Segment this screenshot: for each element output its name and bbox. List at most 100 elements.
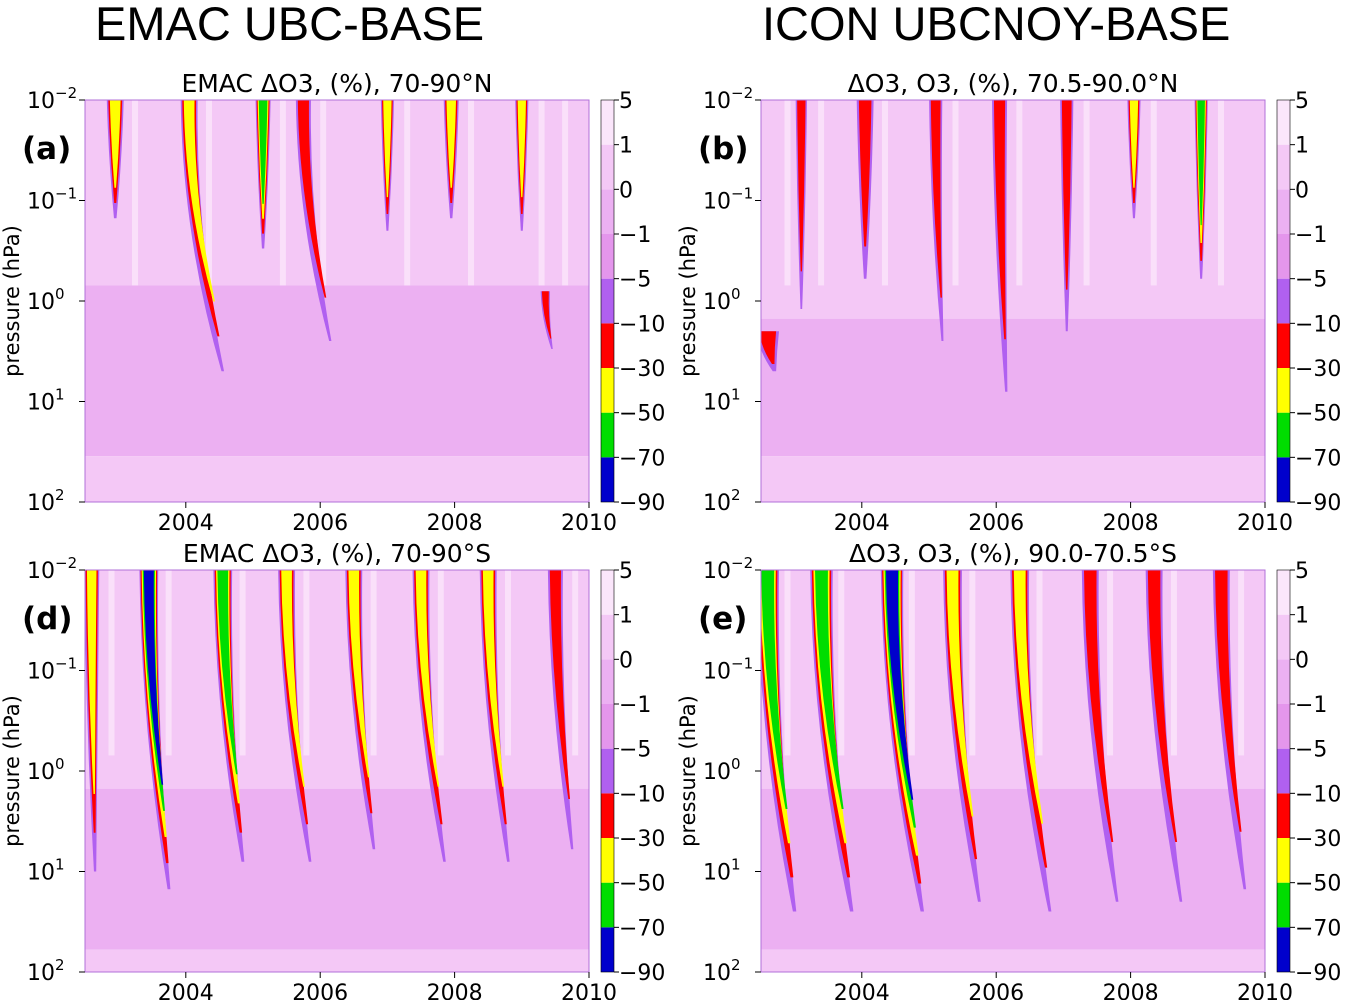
colorbar-label: −1 — [619, 223, 651, 248]
colorbar-swatch — [1277, 704, 1290, 749]
contour-streak — [132, 100, 139, 286]
contour-event — [946, 570, 974, 817]
colorbar-swatch — [601, 189, 614, 234]
chart-title: EMAC ΔO3, (%), 70-90°N — [181, 69, 492, 98]
contour-event — [1129, 100, 1139, 188]
contour-event — [549, 570, 571, 799]
contour-streak — [1150, 100, 1157, 286]
contour-band — [761, 318, 1265, 457]
x-tick-label: 2008 — [1103, 511, 1159, 536]
contour-event — [1013, 570, 1044, 824]
colorbar-label: −70 — [619, 916, 665, 941]
y-tick-label: 101 — [27, 856, 65, 886]
colorbar-label: −5 — [1295, 738, 1327, 763]
chart-svg: EMAC ΔO3, (%), 70-90°S(d)pressure (hPa)1… — [0, 539, 665, 1000]
chart-title: EMAC ΔO3, (%), 70-90°S — [183, 539, 491, 568]
colorbar-label: −5 — [619, 268, 651, 293]
colorbar-label: −70 — [1295, 916, 1341, 941]
contour-field — [85, 100, 589, 502]
contour-streak — [239, 570, 246, 756]
colorbar-swatch — [601, 927, 614, 972]
colorbar-label: −1 — [1295, 693, 1327, 718]
x-tick-label: 2010 — [561, 981, 617, 1000]
contour-streak — [1016, 100, 1023, 286]
y-tick-label: 10−2 — [27, 84, 77, 114]
colorbar-label: −10 — [1295, 312, 1341, 337]
contour-band — [761, 456, 1265, 502]
colorbar-swatch — [1277, 100, 1290, 145]
x-tick-label: 2004 — [158, 981, 214, 1000]
panel-label: (a) — [22, 131, 71, 167]
contour-streak — [838, 570, 845, 756]
colorbar-label: −10 — [619, 312, 665, 337]
colorbar-swatch — [1277, 614, 1290, 660]
contour-streak — [784, 570, 791, 756]
contour-event — [886, 570, 914, 800]
colorbar-swatch — [601, 144, 614, 190]
colorbar-label: −90 — [1295, 961, 1341, 986]
y-tick-label: 10−2 — [703, 84, 753, 114]
colorbar-swatch — [601, 234, 614, 279]
contour-event — [930, 100, 942, 298]
colorbar-swatch — [1277, 278, 1290, 324]
contour-streak — [437, 570, 444, 756]
y-tick-label: 102 — [27, 956, 65, 986]
colorbar-swatch — [1277, 412, 1290, 458]
contour-event — [258, 100, 268, 204]
contour-event — [1197, 100, 1205, 226]
contour-event — [993, 100, 1006, 340]
colorbar-label: 1 — [1295, 604, 1309, 629]
contour-event — [1215, 570, 1242, 832]
colorbar-swatch — [601, 570, 614, 615]
colorbar-swatch — [601, 882, 614, 928]
colorbar-swatch — [601, 659, 614, 704]
contour-streak — [818, 100, 825, 286]
colorbar-swatch — [601, 368, 614, 413]
colorbar-label: −90 — [1295, 491, 1341, 516]
contour-event — [858, 100, 872, 247]
chart-svg: ΔO3, O3, (%), 70.5-90.0°N (b) pressure (hP… — [676, 69, 1341, 536]
contour-streak — [165, 570, 172, 756]
colorbar-frame — [1276, 569, 1291, 973]
colorbar-swatch — [601, 323, 614, 368]
contour-streak — [468, 100, 475, 286]
colorbar-frame — [600, 569, 615, 973]
colorbar-swatch — [1277, 323, 1290, 368]
contour-streak — [1107, 570, 1114, 756]
colorbar-label: −70 — [1295, 446, 1341, 471]
contour-event — [482, 570, 504, 787]
y-tick-label: 101 — [703, 856, 741, 886]
column-title-emac: EMAC UBC-BASE — [95, 0, 485, 50]
contour-event — [761, 331, 777, 365]
colorbar-label: 0 — [619, 178, 633, 203]
colorbar-label: 5 — [619, 559, 633, 584]
contour-streak — [908, 570, 915, 756]
colorbar-swatch — [601, 614, 614, 660]
contour-event — [446, 100, 457, 188]
panel-label: (d) — [22, 601, 73, 637]
colorbar-swatch — [1277, 144, 1290, 190]
colorbar-swatch — [1277, 570, 1290, 615]
y-tick-label: 10−1 — [703, 185, 753, 215]
colorbar-swatch — [1277, 838, 1290, 883]
colorbar-label: −30 — [619, 827, 665, 852]
y-tick-label: 102 — [703, 956, 741, 986]
contour-band — [85, 949, 589, 972]
colorbar-frame — [600, 99, 615, 503]
contour-band — [85, 456, 589, 502]
contour-streak — [1083, 100, 1090, 286]
colorbar-swatch — [1277, 793, 1290, 838]
colorbar-label: −50 — [1295, 872, 1341, 897]
colorbar-swatch — [1277, 659, 1290, 704]
x-tick-label: 2010 — [561, 511, 617, 536]
chart-svg: ΔO3, O3, (%), 90.0-70.5°S (e) pressure (hP… — [676, 539, 1341, 1000]
y-tick-label: 100 — [703, 755, 741, 785]
colorbar-label: −90 — [619, 961, 665, 986]
contour-event — [815, 570, 844, 810]
colorbar-swatch — [1277, 927, 1290, 972]
chart-panel-a: EMAC ΔO3, (%), 70-90°N (a) pressure (hPa) 1… — [0, 60, 676, 536]
colorbar-label: −1 — [1295, 223, 1327, 248]
colorbar-label: 5 — [1295, 89, 1309, 114]
chart-title: ΔO3, O3, (%), 90.0-70.5°S — [849, 539, 1177, 568]
contour-event — [415, 570, 440, 787]
